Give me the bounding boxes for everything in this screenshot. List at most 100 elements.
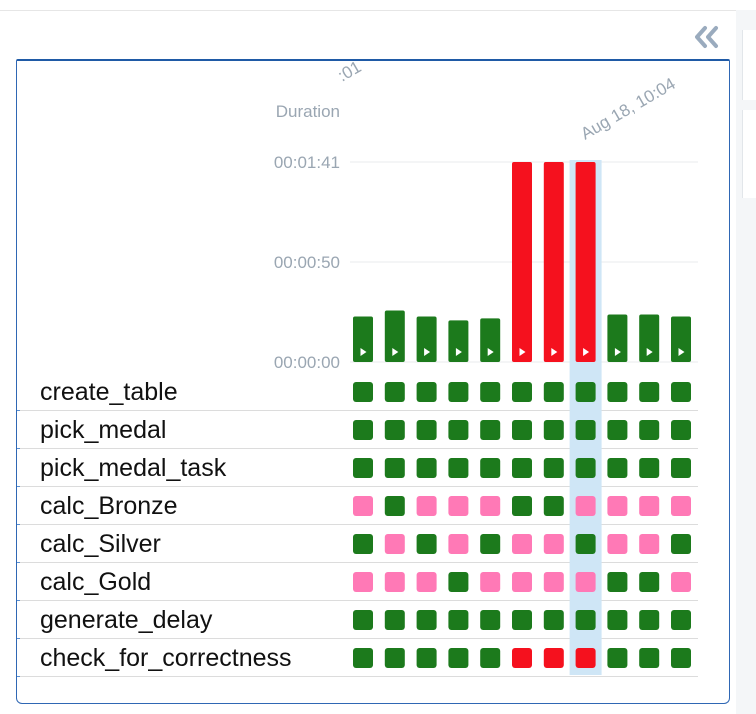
dag-run-bar[interactable] [671, 316, 691, 362]
task-instance-square[interactable] [480, 648, 501, 668]
task-instance-square[interactable] [575, 458, 596, 478]
task-instance-square[interactable] [512, 496, 532, 516]
task-instance-square[interactable] [607, 648, 628, 668]
task-instance-square[interactable] [416, 458, 437, 478]
task-instance-square[interactable] [384, 420, 405, 440]
task-name-6[interactable]: generate_delay [40, 606, 213, 634]
task-instance-square[interactable] [543, 420, 564, 440]
task-instance-square[interactable] [543, 648, 564, 668]
task-instance-square[interactable] [639, 382, 660, 402]
task-name-7[interactable]: check_for_correctness [40, 644, 292, 672]
dag-run-bar[interactable] [607, 314, 628, 362]
task-instance-square[interactable] [575, 610, 596, 630]
task-instance-square[interactable] [671, 420, 691, 440]
dag-run-bar[interactable] [416, 316, 437, 362]
task-instance-square[interactable] [512, 648, 532, 668]
task-instance-square[interactable] [671, 382, 691, 402]
dag-run-bar[interactable] [353, 316, 373, 362]
task-instance-square[interactable] [480, 458, 501, 478]
task-instance-square[interactable] [353, 610, 373, 630]
task-instance-square[interactable] [480, 572, 501, 592]
task-instance-square[interactable] [384, 648, 405, 668]
task-instance-square[interactable] [543, 458, 564, 478]
task-instance-square[interactable] [575, 496, 596, 516]
task-instance-square[interactable] [416, 648, 437, 668]
task-instance-square[interactable] [512, 610, 532, 630]
task-instance-square[interactable] [607, 534, 628, 554]
task-name-1[interactable]: pick_medal [40, 416, 167, 444]
task-instance-square[interactable] [384, 382, 405, 402]
task-instance-square[interactable] [448, 572, 469, 592]
task-instance-square[interactable] [671, 496, 691, 516]
task-instance-square[interactable] [671, 534, 691, 554]
task-instance-square[interactable] [416, 572, 437, 592]
task-instance-square[interactable] [639, 496, 660, 516]
task-instance-square[interactable] [543, 572, 564, 592]
task-instance-square[interactable] [416, 420, 437, 440]
task-instance-square[interactable] [607, 458, 628, 478]
task-instance-square[interactable] [416, 382, 437, 402]
task-instance-square[interactable] [384, 572, 405, 592]
task-instance-square[interactable] [607, 572, 628, 592]
task-instance-square[interactable] [575, 648, 596, 668]
collapse-details-button[interactable] [690, 20, 724, 54]
task-instance-square[interactable] [607, 382, 628, 402]
dag-run-bar[interactable] [384, 310, 405, 362]
task-instance-square[interactable] [639, 572, 660, 592]
task-instance-square[interactable] [416, 496, 437, 516]
task-instance-square[interactable] [671, 572, 691, 592]
task-instance-square[interactable] [575, 572, 596, 592]
task-name-2[interactable]: pick_medal_task [40, 454, 227, 482]
task-instance-square[interactable] [480, 496, 501, 516]
task-instance-square[interactable] [416, 610, 437, 630]
task-instance-square[interactable] [639, 610, 660, 630]
task-instance-square[interactable] [384, 458, 405, 478]
task-instance-square[interactable] [639, 420, 660, 440]
task-instance-square[interactable] [671, 458, 691, 478]
dag-run-bar[interactable] [480, 318, 501, 362]
task-instance-square[interactable] [353, 496, 373, 516]
task-instance-square[interactable] [384, 610, 405, 630]
task-instance-square[interactable] [353, 458, 373, 478]
task-instance-square[interactable] [480, 534, 501, 554]
task-instance-square[interactable] [639, 648, 660, 668]
task-instance-square[interactable] [575, 534, 596, 554]
task-name-0[interactable]: create_table [40, 378, 178, 406]
dag-run-bar[interactable] [512, 162, 532, 362]
task-name-4[interactable]: calc_Silver [40, 530, 161, 558]
task-instance-square[interactable] [543, 382, 564, 402]
task-instance-square[interactable] [512, 458, 532, 478]
dag-run-bar[interactable] [639, 314, 660, 362]
task-name-3[interactable]: calc_Bronze [40, 492, 178, 520]
task-instance-square[interactable] [384, 534, 405, 554]
task-instance-square[interactable] [353, 420, 373, 440]
task-instance-square[interactable] [384, 496, 405, 516]
task-instance-square[interactable] [607, 496, 628, 516]
task-instance-square[interactable] [448, 648, 469, 668]
task-instance-square[interactable] [512, 420, 532, 440]
task-instance-square[interactable] [512, 382, 532, 402]
task-instance-square[interactable] [639, 458, 660, 478]
task-instance-square[interactable] [512, 534, 532, 554]
task-instance-square[interactable] [353, 382, 373, 402]
task-instance-square[interactable] [480, 382, 501, 402]
task-instance-square[interactable] [353, 572, 373, 592]
task-instance-square[interactable] [480, 420, 501, 440]
task-instance-square[interactable] [607, 420, 628, 440]
task-name-5[interactable]: calc_Gold [40, 568, 152, 596]
task-instance-square[interactable] [671, 610, 691, 630]
task-instance-square[interactable] [543, 534, 564, 554]
task-instance-square[interactable] [575, 382, 596, 402]
task-instance-square[interactable] [543, 610, 564, 630]
task-instance-square[interactable] [512, 572, 532, 592]
task-instance-square[interactable] [448, 458, 469, 478]
task-instance-square[interactable] [607, 610, 628, 630]
task-instance-square[interactable] [671, 648, 691, 668]
task-instance-square[interactable] [639, 534, 660, 554]
dag-run-bar[interactable] [575, 162, 596, 362]
task-instance-square[interactable] [448, 610, 469, 630]
task-instance-square[interactable] [448, 382, 469, 402]
task-instance-square[interactable] [353, 648, 373, 668]
task-instance-square[interactable] [543, 496, 564, 516]
dag-run-bar[interactable] [543, 162, 564, 362]
